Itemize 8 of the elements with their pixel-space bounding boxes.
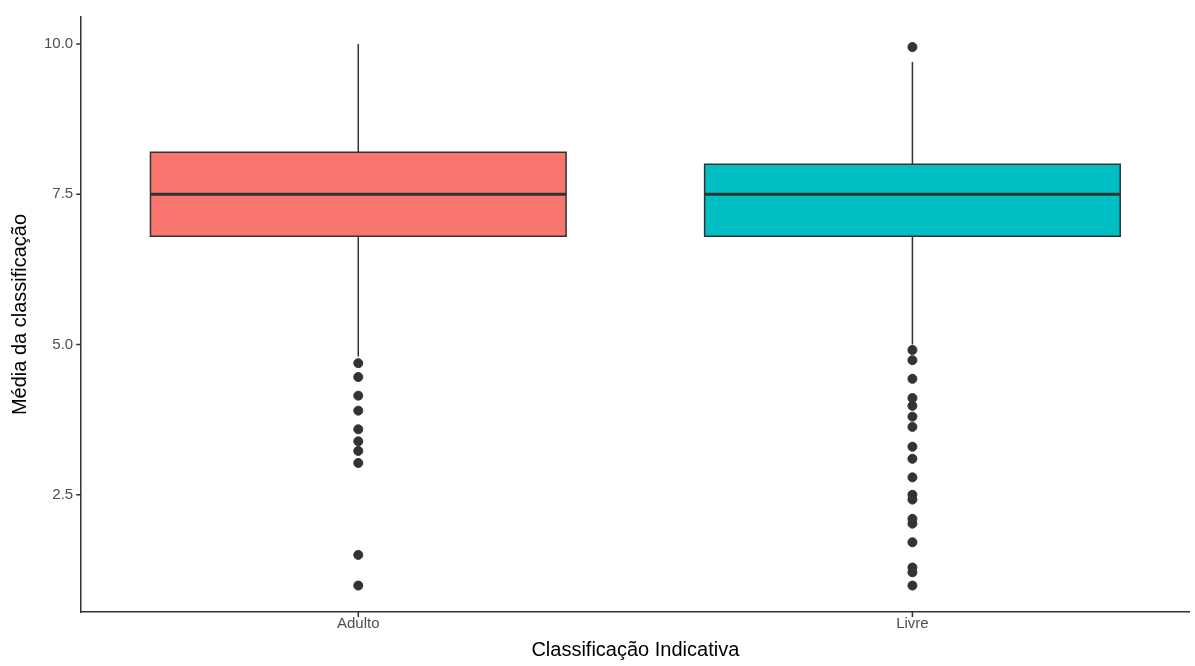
y-tick-label: 5.0 [52,334,74,352]
y-tick-label: 10.0 [43,34,74,52]
x-tick-label: Adulto [337,614,380,632]
y-axis-title: Média da classificação [7,213,30,416]
x-axis-title: Classificação Indicativa [531,637,741,660]
y-tick-label: 7.5 [52,184,74,202]
y-tick-label: 2.5 [52,484,74,502]
x-tick-label: Livre [896,614,929,632]
